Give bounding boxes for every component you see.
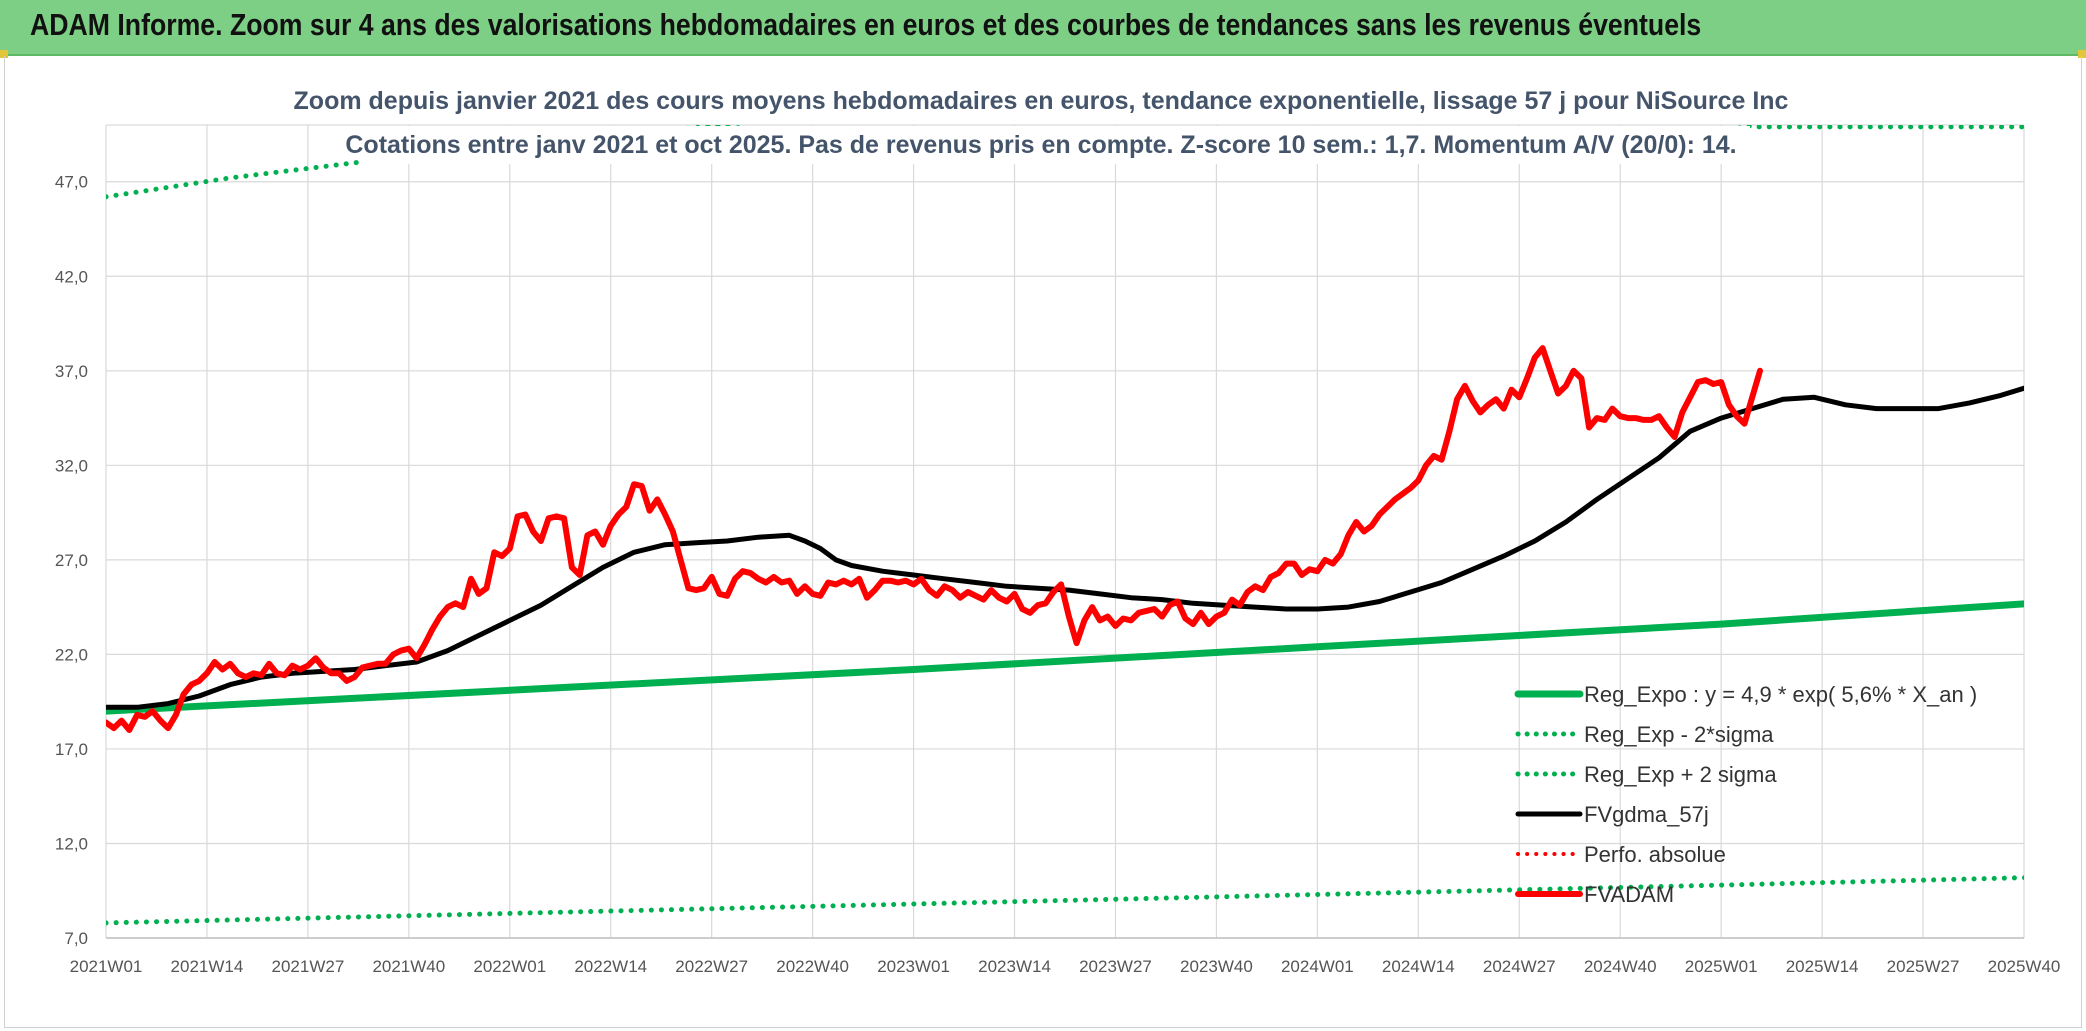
y-tick-label: 37,0 [55, 362, 88, 381]
x-tick-label: 2021W27 [272, 957, 345, 976]
legend-label: Reg_Expo : y = 4,9 * exp( 5,6% * X_an ) [1584, 682, 1977, 707]
x-tick-label: 2024W14 [1382, 957, 1455, 976]
chart-subtitle: Cotations entre janv 2021 et oct 2025. P… [345, 131, 1736, 159]
x-tick-label: 2025W01 [1685, 957, 1758, 976]
x-tick-label: 2022W27 [675, 957, 748, 976]
chart-frame [4, 56, 2082, 1028]
x-tick-label: 2025W40 [1988, 957, 2061, 976]
x-tick-label: 2023W01 [877, 957, 950, 976]
fvadam-line [106, 345, 1763, 733]
x-tick-label: 2021W14 [171, 957, 244, 976]
x-tick-label: 2022W01 [473, 957, 546, 976]
x-tick-label: 2023W40 [1180, 957, 1253, 976]
subtitle-mask [360, 126, 1750, 164]
legend-label: FVADAM [1584, 882, 1674, 907]
x-tick-label: 2025W27 [1887, 957, 1960, 976]
x-tick-label: 2023W27 [1079, 957, 1152, 976]
report-header: ADAM Informe. Zoom sur 4 ans des valoris… [0, 0, 2086, 56]
grid [105, 124, 2025, 939]
x-tick-label: 2023W14 [978, 957, 1051, 976]
y-tick-label: 12,0 [55, 834, 88, 853]
y-tick-label: 17,0 [55, 740, 88, 759]
x-tick-label: 2024W27 [1483, 957, 1556, 976]
x-tick-label: 2024W40 [1584, 957, 1657, 976]
report-title: ADAM Informe. Zoom sur 4 ans des valoris… [30, 7, 1702, 42]
chart-title: Zoom depuis janvier 2021 des cours moyen… [294, 87, 1789, 115]
y-tick-label: 22,0 [55, 645, 88, 664]
y-tick-label: 27,0 [55, 551, 88, 570]
y-axis: 7,0 12,0 17,0 22,0 27,0 32,0 37,0 42,0 47,0 [55, 173, 88, 948]
reg-expo-line [106, 600, 2024, 715]
y-tick-label: 7,0 [64, 929, 88, 948]
legend: Reg_Expo : y = 4,9 * exp( 5,6% * X_an ) R… [1514, 682, 1977, 907]
series-lines [106, 125, 2024, 926]
x-tick-label: 2022W40 [776, 957, 849, 976]
fvgdma-57j-line [106, 385, 2024, 710]
legend-label: Reg_Exp - 2*sigma [1584, 722, 1774, 747]
header-accent-right [2078, 50, 2086, 58]
y-tick-label: 47,0 [55, 173, 88, 192]
y-tick-label: 32,0 [55, 456, 88, 475]
x-tick-label: 2024W01 [1281, 957, 1354, 976]
x-tick-label: 2025W14 [1786, 957, 1859, 976]
x-tick-label: 2021W01 [70, 957, 143, 976]
legend-label: Perfo. absolue [1584, 842, 1726, 867]
reg-exp-minus-2sigma-line [106, 875, 2024, 926]
header-accent-left [0, 50, 8, 58]
x-tick-label: 2022W14 [574, 957, 647, 976]
legend-label: Reg_Exp + 2 sigma [1584, 762, 1777, 787]
legend-label: FVgdma_57j [1584, 802, 1709, 827]
y-tick-label: 42,0 [55, 267, 88, 286]
x-tick-label: 2021W40 [372, 957, 445, 976]
x-axis: 2021W01 2021W14 2021W27 2021W40 2022W01 2022W… [70, 937, 2061, 976]
